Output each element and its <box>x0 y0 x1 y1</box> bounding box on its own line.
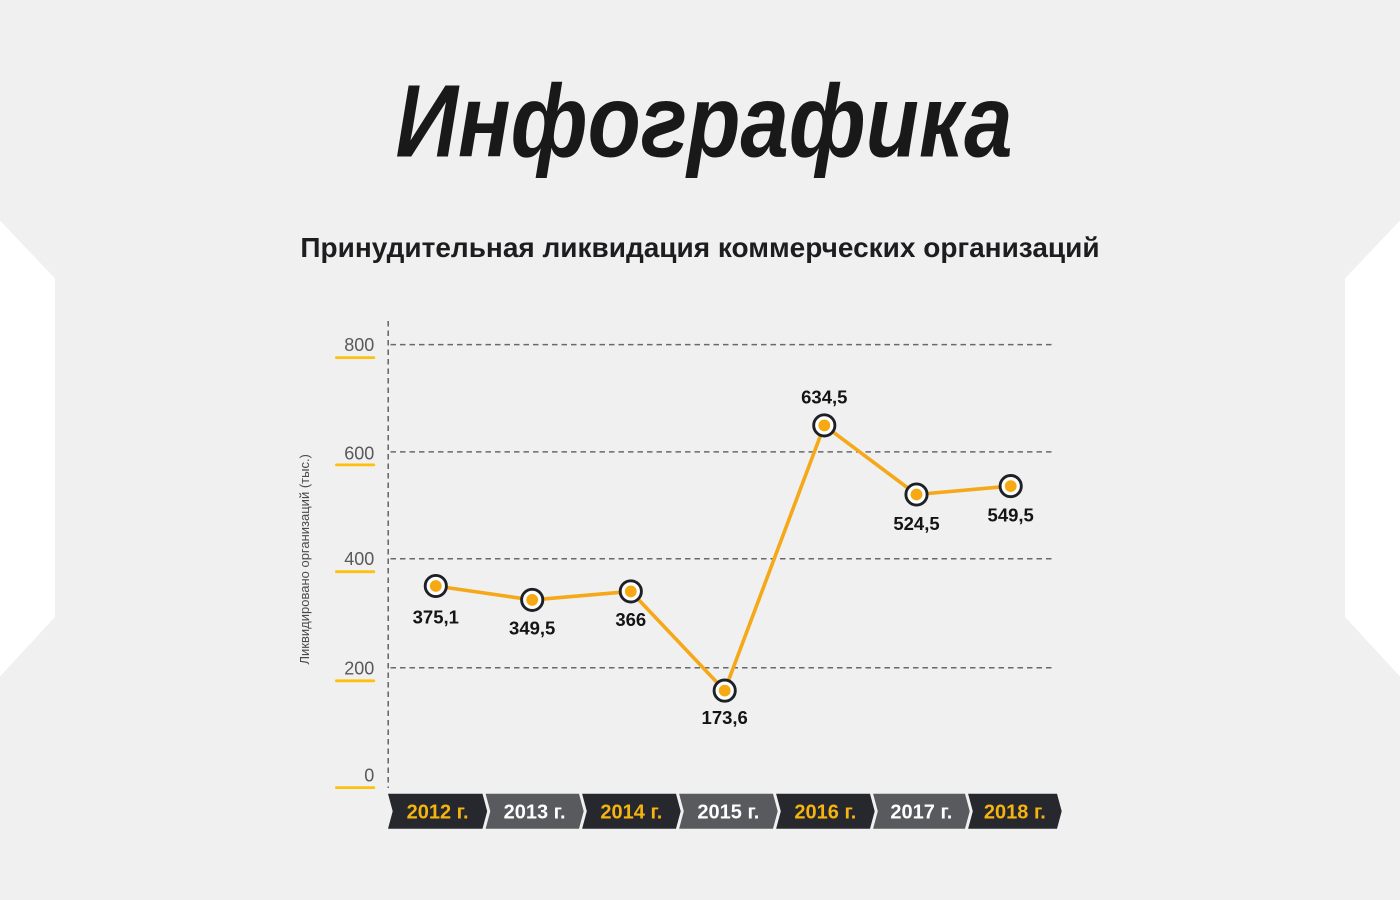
svg-text:Инфографика: Инфографика <box>395 64 1012 179</box>
svg-text:0: 0 <box>364 766 374 786</box>
svg-text:2018 г.: 2018 г. <box>984 802 1046 824</box>
svg-text:200: 200 <box>344 658 374 678</box>
svg-text:2012 г.: 2012 г. <box>407 802 469 824</box>
svg-text:600: 600 <box>344 443 374 463</box>
svg-text:2013 г.: 2013 г. <box>504 802 566 824</box>
svg-text:2016 г.: 2016 г. <box>794 802 856 824</box>
svg-text:400: 400 <box>344 549 374 569</box>
svg-text:366: 366 <box>615 609 646 630</box>
svg-text:349,5: 349,5 <box>509 618 555 639</box>
svg-text:173,6: 173,6 <box>702 707 748 728</box>
svg-text:549,5: 549,5 <box>988 505 1034 526</box>
svg-text:Ликвидировано организаций (тыс: Ликвидировано организаций (тыс.) <box>297 454 312 664</box>
svg-text:2014 г.: 2014 г. <box>600 802 662 824</box>
svg-text:2017 г.: 2017 г. <box>890 802 952 824</box>
svg-text:634,5: 634,5 <box>801 386 847 407</box>
svg-text:Принудительная ликвидация комм: Принудительная ликвидация коммерческих о… <box>300 232 1099 263</box>
svg-text:375,1: 375,1 <box>413 607 459 628</box>
svg-text:524,5: 524,5 <box>893 513 939 534</box>
svg-text:800: 800 <box>344 335 374 355</box>
svg-text:2015 г.: 2015 г. <box>697 802 759 824</box>
